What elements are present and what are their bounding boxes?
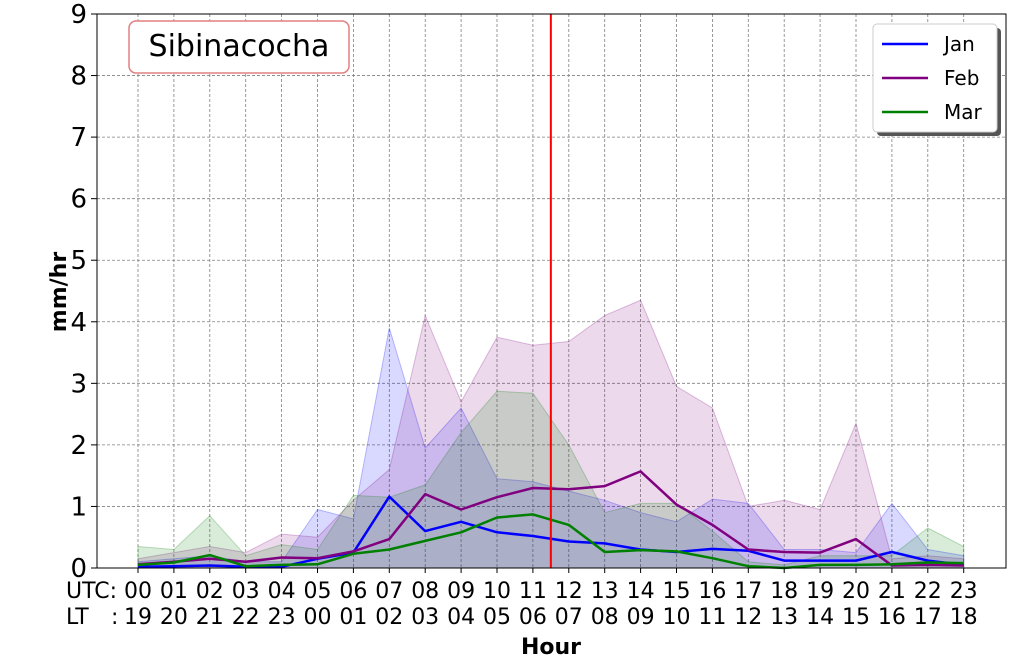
x-tick-label-lt: 18 (950, 605, 978, 630)
y-axis-label: mm/hr (47, 252, 72, 333)
y-tick-label: 8 (70, 62, 87, 92)
y-tick-label: 2 (70, 431, 87, 461)
x-tick-label-lt: 20 (160, 605, 188, 630)
x-tick-label-utc: 18 (770, 579, 798, 604)
x-tick-label-utc: 01 (160, 579, 188, 604)
x-tick-label-lt: 17 (914, 605, 942, 630)
legend-label-jan: Jan (942, 32, 975, 56)
x-tick-label-lt: 23 (268, 605, 296, 630)
y-tick-label: 1 (70, 492, 87, 522)
x-tick-label-lt: 21 (196, 605, 224, 630)
x-tick-label-utc: 02 (196, 579, 224, 604)
x-tick-label-utc: 04 (268, 579, 296, 604)
y-axis-ticks: 0 1 2 3 4 5 6 7 8 9 (70, 0, 97, 584)
x-tick-label-utc: 15 (663, 579, 691, 604)
legend-items: Jan Feb Mar (882, 32, 983, 124)
y-tick-label: 7 (70, 123, 87, 153)
x-tick-label-lt: 22 (232, 605, 260, 630)
x-tick-label-utc: 10 (483, 579, 511, 604)
x-tick-label-lt: 01 (339, 605, 367, 630)
y-tick-label: 5 (70, 246, 87, 276)
x-tick-label-lt: 05 (483, 605, 511, 630)
legend-label-mar: Mar (944, 100, 983, 124)
x-tick-label-lt: 09 (627, 605, 655, 630)
y-tick-label: 0 (70, 554, 87, 584)
x-tick-label-lt: 00 (304, 605, 332, 630)
x-tick-label-utc: 14 (627, 579, 655, 604)
x-tick-label-utc: 07 (375, 579, 403, 604)
lt-row-colon: : (111, 605, 118, 630)
x-tick-label-utc: 11 (519, 579, 547, 604)
y-tick-label: 3 (70, 369, 87, 399)
x-tick-label-lt: 03 (411, 605, 439, 630)
x-tick-label-utc: 12 (555, 579, 583, 604)
x-tick-label-utc: 03 (232, 579, 260, 604)
x-tick-label-utc: 20 (842, 579, 870, 604)
x-tick-label-lt: 08 (591, 605, 619, 630)
x-tick-label-lt: 19 (124, 605, 152, 630)
x-tick-label-lt: 11 (698, 605, 726, 630)
y-tick-label: 6 (70, 185, 87, 215)
x-tick-label-lt: 12 (734, 605, 762, 630)
x-tick-label-lt: 16 (878, 605, 906, 630)
x-tick-label-utc: 09 (447, 579, 475, 604)
grid (97, 13, 1006, 569)
x-tick-label-utc: 19 (806, 579, 834, 604)
x-tick-label-utc: 23 (950, 579, 978, 604)
plot-frame (96, 13, 1007, 569)
x-tick-label-utc: 22 (914, 579, 942, 604)
lt-row-prefix: LT (66, 605, 89, 630)
x-tick-label-utc: 21 (878, 579, 906, 604)
legend-label-feb: Feb (944, 66, 979, 90)
legend: Jan Feb Mar (872, 23, 1001, 136)
x-tick-label-utc: 16 (698, 579, 726, 604)
x-tick-label-lt: 04 (447, 605, 475, 630)
legend-frame (872, 23, 998, 133)
utc-row-prefix: UTC: (66, 579, 117, 604)
x-tick-label-utc: 08 (411, 579, 439, 604)
x-axis-label: Hour (521, 635, 581, 660)
x-tick-label-utc: 17 (734, 579, 762, 604)
y-tick-label: 9 (70, 0, 87, 30)
x-tick-label-lt: 15 (842, 605, 870, 630)
x-tick-label-utc: 05 (304, 579, 332, 604)
x-tick-label-utc: 13 (591, 579, 619, 604)
x-tick-label-utc: 00 (124, 579, 152, 604)
x-axis-ticks: 0019012002210322042305000601070208030904… (124, 568, 978, 630)
y-tick-label: 4 (70, 308, 87, 338)
x-tick-label-utc: 06 (339, 579, 367, 604)
x-tick-label-lt: 07 (555, 605, 583, 630)
x-tick-label-lt: 10 (663, 605, 691, 630)
x-tick-label-lt: 13 (770, 605, 798, 630)
x-tick-label-lt: 14 (806, 605, 834, 630)
x-tick-label-lt: 06 (519, 605, 547, 630)
title-frame (128, 20, 350, 74)
chart-title: Sibinacocha (149, 29, 330, 64)
title-box: Sibinacocha (128, 20, 350, 74)
x-tick-label-lt: 02 (375, 605, 403, 630)
